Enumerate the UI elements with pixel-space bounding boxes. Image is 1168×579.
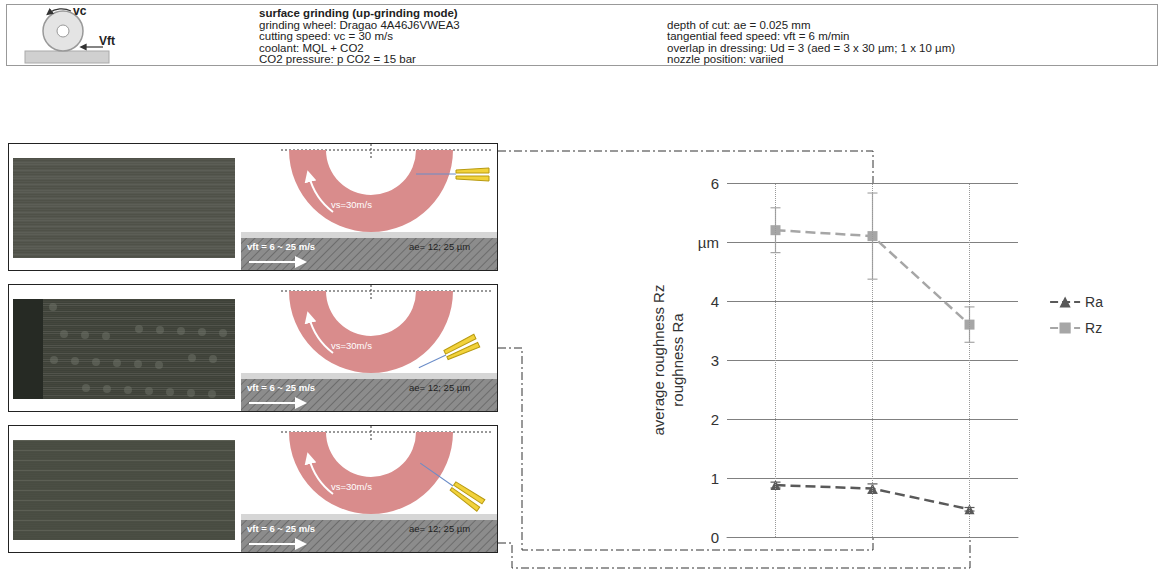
svg-text:vs=30m/s: vs=30m/s [331,340,372,351]
html-text:CO2 pressure: p CO2 = 15 bar: CO2 pressure: p CO2 = 15 bar [259,53,416,66]
svg-text:vft = 6 ~ 25 m/s: vft = 6 ~ 25 m/s [247,523,315,534]
svg-text:vs=30m/s: vs=30m/s [331,199,372,210]
svg-text:roughness Ra: roughness Ra [669,313,686,407]
svg-text:2: 2 [711,411,719,428]
html-text:overlap in dressing: Ud = 3 (a: overlap in dressing: Ud = 3 (aed = 3 x 3… [667,41,956,54]
html-text:nozzle position: variied: nozzle position: variied [667,53,784,66]
html-text:cutting speed: vc = 30 m/s: cutting speed: vc = 30 m/s [259,30,393,43]
svg-text:3: 3 [711,352,719,369]
svg-text:average roughness Rz: average roughness Rz [650,285,667,436]
svg-text:Vft: Vft [99,34,115,48]
svg-text:vc: vc [73,5,87,18]
svg-text:4: 4 [711,293,719,310]
html-text:grinding wheel: Dragao 4A46J6V: grinding wheel: Dragao 4A46J6VWEA3 [259,18,460,31]
html-text:surface grinding (up-grinding: surface grinding (up-grinding mode) [259,7,458,19]
html-text:tangential feed speed: vft = 6: tangential feed speed: vft = 6 m/min [667,30,850,43]
svg-text:vs=30m/s: vs=30m/s [331,481,372,492]
svg-text:0: 0 [711,529,719,546]
svg-text:vft = 6 ~ 25 m/s: vft = 6 ~ 25 m/s [247,382,315,393]
svg-text:Rz: Rz [1085,320,1102,336]
svg-text:ae= 12; 25 µm: ae= 12; 25 µm [409,523,470,534]
svg-text:ae= 12; 25 µm: ae= 12; 25 µm [409,382,470,393]
html-text:coolant: MQL + CO2: coolant: MQL + CO2 [259,41,364,54]
svg-text:µm: µm [698,234,719,251]
svg-text:Ra: Ra [1085,294,1103,310]
html-text:depth of cut: ae = 0.025 mm: depth of cut: ae = 0.025 mm [667,18,811,31]
svg-text:1: 1 [711,470,719,487]
svg-text:vft = 6 ~ 25 m/s: vft = 6 ~ 25 m/s [247,241,315,252]
svg-text:ae= 12; 25 µm: ae= 12; 25 µm [409,241,470,252]
svg-text:6: 6 [711,175,719,192]
